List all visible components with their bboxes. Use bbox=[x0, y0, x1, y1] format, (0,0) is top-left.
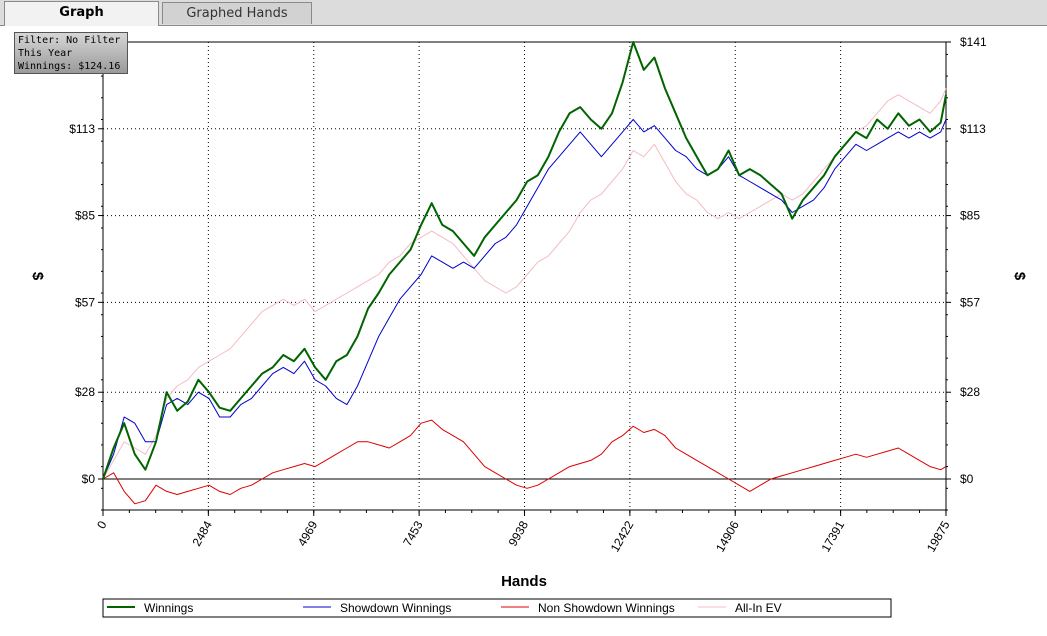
legend-frame bbox=[102, 598, 892, 618]
legend-label-allin-ev: All-In EV bbox=[735, 601, 782, 615]
x-tick-label: 12422 bbox=[608, 518, 637, 554]
filter-info-box: Filter: No Filter This Year Winnings: $1… bbox=[14, 32, 128, 74]
non-showdown-winnings-line bbox=[102, 419, 947, 505]
x-axis-title: Hands bbox=[501, 573, 547, 590]
y-tick-label-right: $113 bbox=[960, 122, 986, 136]
x-tick-label: 19875 bbox=[924, 518, 953, 554]
y-tick-label-right: $0 bbox=[960, 472, 974, 486]
y-axis-title-right: $ bbox=[1011, 272, 1028, 281]
y-tick-label-left: $28 bbox=[75, 385, 95, 399]
legend-label-winnings: Winnings bbox=[144, 601, 193, 615]
winnings-line bbox=[102, 41, 947, 480]
legend-label-non-showdown-winnings: Non Showdown Winnings bbox=[538, 601, 675, 615]
x-tick-label: 4969 bbox=[295, 518, 321, 548]
y-tick-label-right: $141 bbox=[960, 35, 987, 49]
x-tick-label: 14906 bbox=[713, 518, 742, 554]
legend-label-showdown-winnings: Showdown Winnings bbox=[340, 601, 451, 615]
y-tick-label-right: $28 bbox=[960, 385, 980, 399]
period-line: This Year bbox=[18, 48, 73, 59]
tab-graph-label: Graph bbox=[59, 5, 104, 20]
y-tick-label-left: $57 bbox=[75, 295, 95, 309]
grid-lines bbox=[103, 41, 946, 510]
plot-frame bbox=[102, 41, 947, 511]
y-tick-label-left: $85 bbox=[75, 209, 95, 223]
tab-graph[interactable]: Graph bbox=[4, 1, 159, 26]
allin-ev-line bbox=[102, 88, 947, 480]
x-tick-label: 9938 bbox=[506, 518, 532, 548]
x-axis: 0 2484 4969 7453 9938 12422 14906 17391 19875 bbox=[94, 510, 953, 554]
filter-line: Filter: No Filter bbox=[18, 35, 121, 46]
showdown-winnings-line bbox=[102, 119, 947, 480]
winnings-chart: $0$28$57$85$113$141 $0$28$57$85$113$141 … bbox=[29, 35, 1028, 618]
tab-graphed-hands[interactable]: Graphed Hands bbox=[162, 2, 312, 24]
y-axis-left: $0$28$57$85$113$141 bbox=[68, 35, 103, 511]
tab-bar: Graph Graphed Hands bbox=[0, 0, 1047, 26]
winnings-line: Winnings: $124.16 bbox=[18, 61, 121, 72]
x-tick-label: 17391 bbox=[818, 518, 847, 554]
y-tick-label-left: $113 bbox=[69, 122, 95, 136]
y-axis-title-left: $ bbox=[29, 272, 46, 281]
tab-graphed-hands-label: Graphed Hands bbox=[186, 6, 288, 21]
x-tick-label: 0 bbox=[94, 518, 110, 531]
chart-area: $0$28$57$85$113$141 $0$28$57$85$113$141 … bbox=[0, 26, 1047, 632]
y-tick-label-right: $57 bbox=[960, 295, 980, 309]
x-tick-label: 2484 bbox=[189, 518, 215, 548]
y-tick-label-right: $85 bbox=[960, 209, 980, 223]
y-tick-label-left: $0 bbox=[82, 472, 96, 486]
x-tick-label: 7453 bbox=[400, 518, 426, 548]
y-axis-right: $0 $28 $57 $85 $113 $141 bbox=[946, 35, 987, 511]
legend: Winnings Showdown Winnings Non Showdown Wi… bbox=[102, 598, 892, 618]
series-group bbox=[102, 41, 947, 505]
